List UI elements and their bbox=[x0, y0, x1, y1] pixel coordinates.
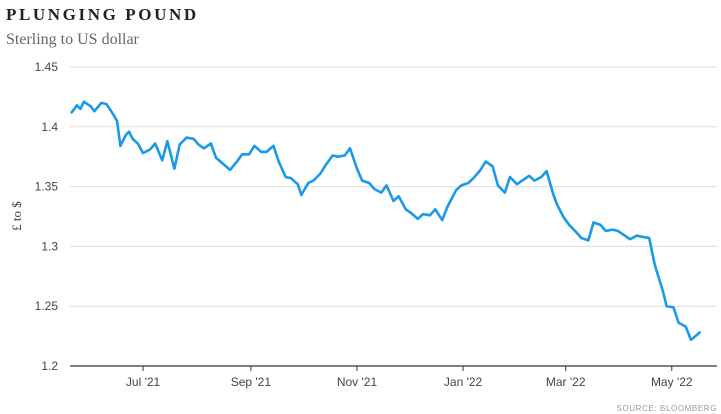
x-tick-label: Jan '22 bbox=[444, 375, 483, 389]
y-axis-ticks: 1.2 1.25 1.3 1.35 1.4 1.45 bbox=[35, 60, 59, 373]
y-tick-label: 1.25 bbox=[35, 299, 59, 313]
y-tick-label: 1.45 bbox=[35, 60, 59, 74]
y-tick-label: 1.3 bbox=[41, 239, 58, 253]
y-tick-label: 1.2 bbox=[41, 359, 58, 373]
x-tick-label: Mar '22 bbox=[546, 375, 586, 389]
x-tick-label: Sep '21 bbox=[231, 375, 272, 389]
x-tick-label: Jul '21 bbox=[126, 375, 161, 389]
source-note: SOURCE: BLOOMBERG bbox=[616, 404, 717, 413]
chart-subtitle: Sterling to US dollar bbox=[6, 31, 139, 48]
x-tick-label: Nov '21 bbox=[337, 375, 378, 389]
y-tick-label: 1.35 bbox=[35, 180, 59, 194]
x-axis-ticks: Jul '21 Sep '21 Nov '21 Jan '22 Mar '22 May '… bbox=[126, 366, 693, 389]
gbp-usd-series-line bbox=[70, 100, 701, 341]
x-tick-label: May '22 bbox=[651, 375, 693, 389]
y-axis-label: £ to $ bbox=[9, 201, 24, 231]
y-tick-label: 1.4 bbox=[41, 120, 58, 134]
chart-title: PLUNGING POUND bbox=[6, 5, 199, 24]
gridlines bbox=[70, 66, 717, 307]
